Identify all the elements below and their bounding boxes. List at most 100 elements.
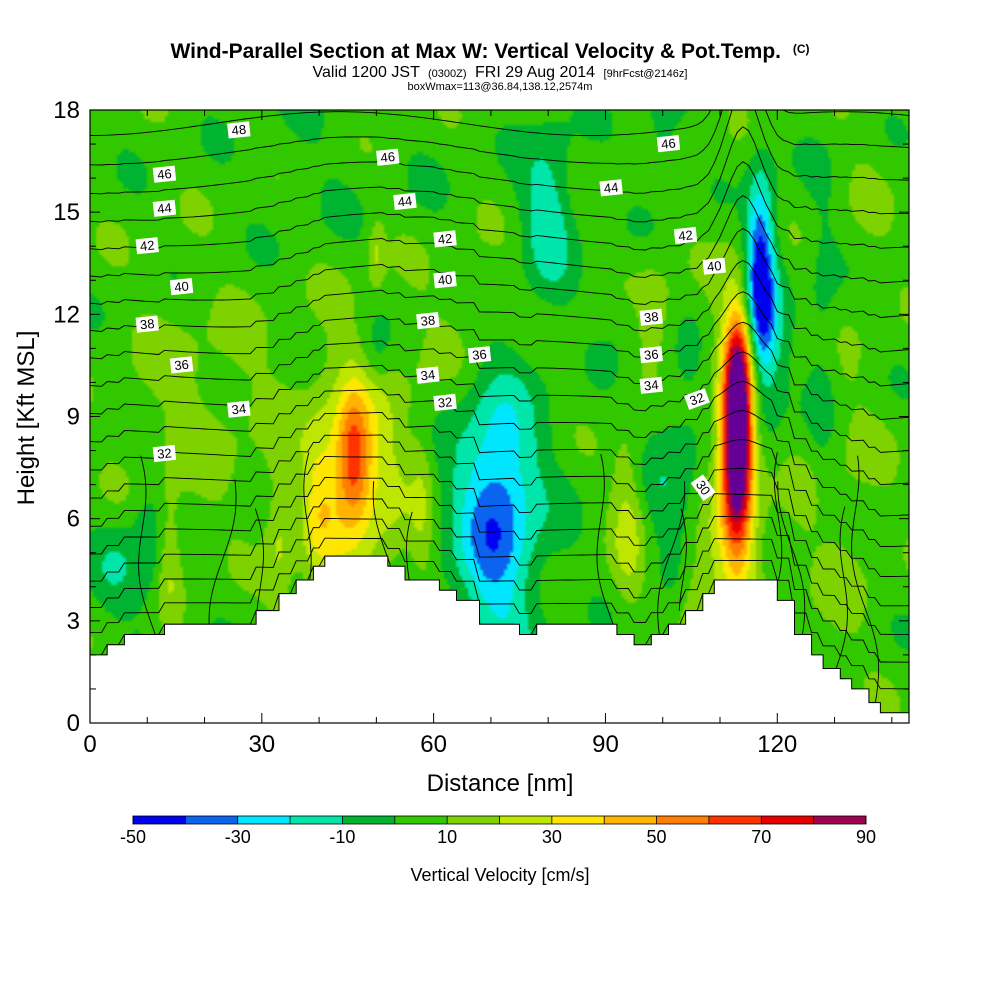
isotherm-line <box>90 380 909 486</box>
isotherm-label: 40 <box>433 271 457 289</box>
chart-title-text: Wind-Parallel Section at Max W: Vertical… <box>170 40 781 63</box>
svg-text:36: 36 <box>174 357 190 373</box>
colorbar-swatch <box>499 816 552 824</box>
colorbar-label: Vertical Velocity [cm/s] <box>410 865 589 885</box>
svg-text:38: 38 <box>139 316 155 332</box>
subtitle-forecast: [9hrFcst@2146z] <box>604 68 688 80</box>
svg-text:34: 34 <box>643 377 659 393</box>
isotherm-label: 44 <box>152 199 177 217</box>
isotherm-label: 32 <box>684 388 710 410</box>
isotherm-label: 44 <box>393 192 417 211</box>
isotherm-label: 40 <box>702 257 726 275</box>
isotherm-label: 32 <box>152 444 177 463</box>
isotherm-line <box>90 110 909 136</box>
isotherm-line <box>90 195 909 284</box>
isotherm-line <box>596 453 614 625</box>
svg-text:40: 40 <box>174 278 190 294</box>
isotherm-label: 32 <box>433 393 457 412</box>
chart-subtitle-box: boxWmax=113@36.84,138.12,2574m <box>408 81 593 93</box>
isotherm-label: 30 <box>690 474 716 502</box>
svg-text:40: 40 <box>706 258 722 274</box>
chart-title-mark: (C) <box>793 42 810 56</box>
x-tick-label: 90 <box>592 731 619 758</box>
svg-text:46: 46 <box>380 149 396 165</box>
svg-text:44: 44 <box>156 200 172 216</box>
x-tick-labels: 0 30 60 90 120 <box>83 731 797 758</box>
isotherm-line <box>90 321 909 420</box>
x-tick-label: 120 <box>757 731 797 758</box>
isotherm-label: 44 <box>599 179 623 197</box>
subtitle-valid-time: Valid 1200 JST <box>313 64 421 81</box>
chart-subtitle: Valid 1200 JST (0300Z) FRI 29 Aug 2014 [… <box>313 64 688 81</box>
colorbar <box>132 815 867 825</box>
isotherm-line <box>777 481 806 635</box>
isotherm-line <box>90 477 909 607</box>
isotherm-line <box>90 228 909 318</box>
isotherm-line <box>303 452 312 581</box>
colorbar-swatch <box>237 816 291 824</box>
terrain-mask <box>90 555 909 723</box>
isotherm-label: 34 <box>639 376 663 394</box>
isotherm-label: 36 <box>169 356 194 374</box>
y-tick-label: 9 <box>67 404 80 431</box>
colorbar-swatch <box>551 816 605 824</box>
svg-text:42: 42 <box>678 227 694 243</box>
svg-text:38: 38 <box>643 309 659 325</box>
y-tick-label: 0 <box>67 710 80 737</box>
colorbar-swatch <box>133 816 186 824</box>
colorbar-tick-label: 90 <box>856 827 876 847</box>
isotherm-line <box>90 497 909 635</box>
isotherm-line <box>851 455 880 703</box>
colorbar-swatch <box>394 816 448 824</box>
svg-text:36: 36 <box>471 346 487 362</box>
svg-text:44: 44 <box>603 180 619 196</box>
x-tick-label: 0 <box>83 731 96 758</box>
isotherm-label: 34 <box>227 400 251 418</box>
isotherm-line <box>90 161 909 251</box>
colorbar-swatch <box>290 816 343 824</box>
isotherm-label: 34 <box>416 366 440 384</box>
colorbar-tick-label: 30 <box>542 827 562 847</box>
chart-title: Wind-Parallel Section at Max W: Vertical… <box>170 40 809 63</box>
colorbar-tick-label: 50 <box>647 827 667 847</box>
svg-text:46: 46 <box>156 166 172 182</box>
isotherm-line <box>90 410 909 517</box>
svg-text:32: 32 <box>437 394 453 410</box>
isotherm-line <box>138 455 156 635</box>
isotherm-label: 36 <box>639 346 663 364</box>
isotherm-label: 38 <box>639 308 663 326</box>
potential-temperature-contours <box>90 110 909 714</box>
colorbar-swatch <box>813 816 866 824</box>
colorbar-swatch <box>761 816 814 824</box>
isotherm-line <box>90 126 909 223</box>
colorbar-swatch <box>185 816 238 824</box>
svg-text:36: 36 <box>643 346 659 362</box>
svg-text:34: 34 <box>420 367 436 383</box>
isotherm-line <box>208 479 237 625</box>
colorbar-tick-label: -30 <box>225 827 251 847</box>
isotherm-line <box>405 511 413 581</box>
isotherm-label: 48 <box>227 121 251 139</box>
isotherm-label: 36 <box>467 346 492 364</box>
y-tick-label: 18 <box>53 97 80 124</box>
svg-text:32: 32 <box>156 445 172 461</box>
svg-text:32: 32 <box>688 390 707 409</box>
y-tick-label: 3 <box>67 608 80 635</box>
isotherm-label: 38 <box>135 315 159 333</box>
isotherm-line <box>90 518 909 663</box>
svg-text:34: 34 <box>231 401 247 417</box>
isotherm-line <box>90 260 909 353</box>
colorbar-tick-label: -50 <box>120 827 146 847</box>
svg-text:38: 38 <box>420 312 436 328</box>
isotherm-label: 42 <box>673 226 698 245</box>
isotherm-line <box>90 434 909 548</box>
isotherm-line <box>254 508 264 611</box>
y-tick-labels: 0 3 6 9 12 15 18 <box>53 97 80 737</box>
isotherm-label: 46 <box>152 165 177 183</box>
colorbar-tick-label: 70 <box>751 827 771 847</box>
colorbar-swatch <box>656 816 709 824</box>
svg-text:48: 48 <box>231 122 247 138</box>
isotherm-line <box>372 481 392 567</box>
contour-labels: 4846444240383634324644424038363432464442… <box>135 121 726 502</box>
